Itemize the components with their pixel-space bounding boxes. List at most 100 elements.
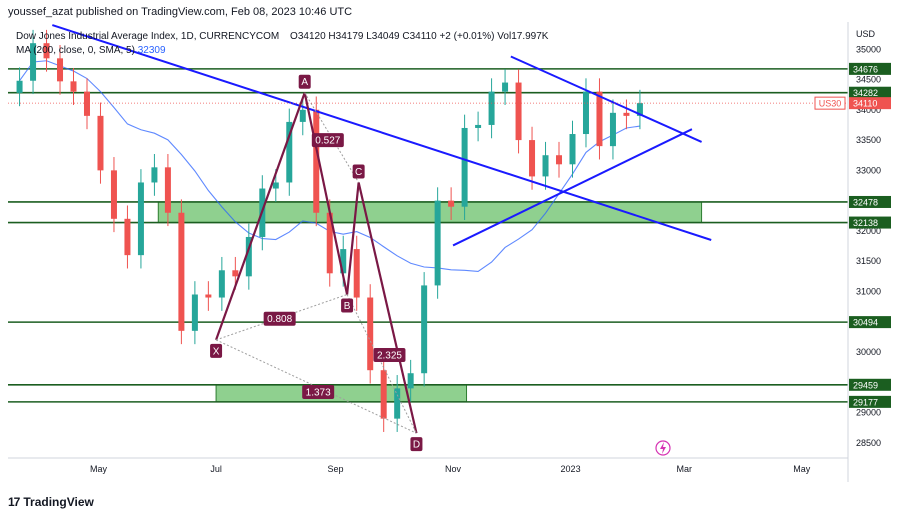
y-tick-35000: 35000 (856, 44, 881, 54)
y-tick-31500: 31500 (856, 256, 881, 266)
candle-body (488, 91, 495, 125)
candle-body (218, 270, 225, 298)
y-tick-34500: 34500 (856, 75, 881, 85)
y-tick-29000: 29000 (856, 408, 881, 418)
level-tag-32478: 32478 (853, 197, 878, 207)
candle-body (30, 43, 37, 81)
x-tick-2023: 2023 (561, 464, 581, 474)
candle-body (110, 170, 117, 219)
candle-body (569, 134, 576, 165)
candle-body (97, 115, 104, 171)
candle-body (70, 81, 77, 92)
candle-body (353, 249, 360, 298)
lightning-icon[interactable] (655, 440, 671, 456)
candle-body (313, 109, 320, 213)
point-label-D: D (413, 440, 420, 451)
trendline-2 (452, 128, 693, 247)
point-label-B: B (344, 301, 351, 312)
candle-body (367, 297, 374, 371)
candle-body (434, 200, 441, 286)
candle-body (461, 127, 468, 207)
candle-body (178, 212, 185, 331)
ratio-bg-1.373 (302, 384, 335, 399)
harmonic-leg-CD (357, 182, 418, 434)
ohlc-close: C34110 (402, 31, 437, 42)
publisher-line: youssef_azat published on TradingView.co… (8, 6, 353, 18)
candle-body (407, 373, 414, 389)
ma-legend-label: MA (200, close, 0, SMA, 5) (16, 45, 135, 56)
y-tick-30000: 30000 (856, 347, 881, 357)
legend-title-row: Dow Jones Industrial Average Index, 1D, … (16, 31, 548, 42)
candle-body (16, 80, 23, 93)
candle-body (272, 182, 279, 189)
x-tick-Sep: Sep (328, 464, 344, 474)
point-bg-C (352, 164, 365, 179)
point-bg-D (410, 437, 423, 452)
level-tag-30494: 30494 (853, 318, 878, 328)
footer-brand: 17 TradingView (8, 495, 94, 509)
last-price-tag-bg (849, 97, 891, 110)
level-tag-bg-29459 (849, 378, 891, 391)
level-tag-34676: 34676 (853, 64, 878, 74)
y-tick-28500: 28500 (856, 438, 881, 448)
ratio-bg-2.325 (373, 348, 406, 363)
x-tick-Mar: Mar (676, 464, 692, 474)
candle-body (164, 167, 171, 213)
candle-body (137, 182, 144, 256)
level-tag-34282: 34282 (853, 88, 878, 98)
harmonic-leg-XA (215, 92, 306, 341)
ratio-label-0.527: 0.527 (315, 136, 340, 147)
candle-body (83, 91, 90, 116)
candle-body (326, 212, 333, 274)
candle-body (124, 218, 131, 256)
level-tag-bg-32478 (849, 195, 891, 208)
ohlc-change: +2 (+0.01%) (439, 31, 495, 42)
y-tick-33500: 33500 (856, 135, 881, 145)
level-tag-29459: 29459 (853, 380, 878, 390)
candle-body (205, 294, 212, 298)
currency-label: USD (856, 29, 876, 39)
candle-body (475, 124, 482, 128)
point-bg-B (341, 298, 354, 313)
candle-body (556, 155, 563, 165)
trendline-1 (510, 55, 702, 143)
candle-body (515, 82, 522, 141)
trendline-0 (52, 24, 712, 241)
level-tag-bg-32138 (849, 216, 891, 229)
y-tick-31000: 31000 (856, 286, 881, 296)
ohlc-open: O34120 (290, 31, 326, 42)
candle-body (380, 370, 387, 419)
level-tag-bg-34676 (849, 62, 891, 75)
candle-body (609, 112, 616, 147)
level-tag-bg-29177 (849, 395, 891, 408)
candle-body (245, 236, 252, 277)
candle-body (529, 140, 536, 177)
ohlc-volume: Vol17.997K (497, 31, 549, 42)
point-bg-A (298, 74, 311, 89)
candle-body (596, 91, 603, 147)
candle-body (57, 58, 64, 82)
harmonic-leg-XD (215, 339, 417, 434)
point-label-X: X (213, 346, 220, 357)
y-tick-32000: 32000 (856, 226, 881, 236)
harmonic-leg-BC (345, 182, 360, 295)
candle-body (394, 388, 401, 419)
symbol-tag-bg (814, 96, 846, 110)
candle-body (232, 270, 239, 277)
candle-body (286, 121, 293, 183)
candle-body (151, 167, 158, 183)
candle-body (636, 103, 643, 116)
y-tick-33000: 33000 (856, 165, 881, 175)
last-price-tag: 34110 (853, 99, 877, 109)
support-zone-0 (157, 201, 703, 224)
ohlc-low: L34049 (366, 31, 400, 42)
footer-brand-text: TradingView (23, 495, 94, 509)
plot-background (8, 22, 848, 482)
candle-body (421, 285, 428, 374)
y-tick-34000: 34000 (856, 105, 881, 115)
ratio-label-0.808: 0.808 (267, 314, 292, 325)
point-label-A: A (301, 77, 308, 88)
ohlc-high: H34179 (328, 31, 364, 42)
point-bg-X (210, 343, 223, 358)
